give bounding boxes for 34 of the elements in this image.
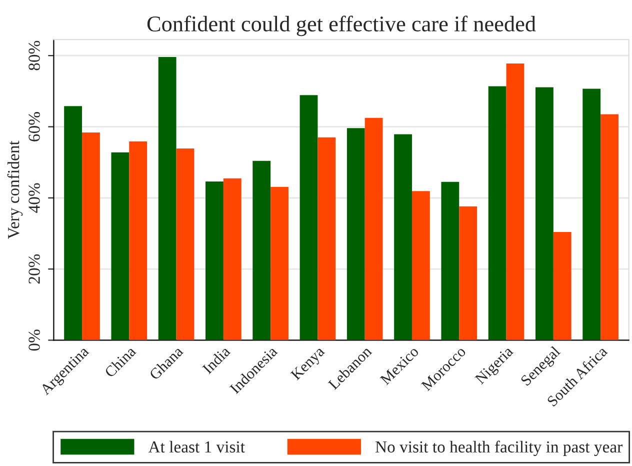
y-tick-label: 60% bbox=[28, 112, 40, 142]
bar bbox=[300, 95, 318, 340]
bar bbox=[158, 57, 176, 340]
bar bbox=[270, 186, 288, 340]
bar bbox=[582, 88, 601, 340]
bar bbox=[488, 86, 506, 340]
bar bbox=[441, 182, 460, 340]
bar bbox=[553, 232, 572, 340]
bar bbox=[206, 182, 224, 340]
bar bbox=[600, 114, 618, 340]
y-axis-title: Very confident bbox=[7, 140, 23, 239]
bar bbox=[506, 63, 524, 340]
x-tick-label: India bbox=[202, 345, 231, 374]
bar bbox=[64, 106, 82, 340]
bar bbox=[318, 137, 336, 340]
bar bbox=[129, 141, 148, 340]
legend-label: No visit to health facility in past year bbox=[375, 440, 622, 456]
bar bbox=[111, 152, 130, 340]
bar bbox=[223, 178, 242, 340]
bar bbox=[346, 128, 365, 340]
bar bbox=[394, 134, 412, 340]
bar bbox=[176, 148, 194, 340]
chart-title: Confident could get effective care if needed bbox=[147, 16, 536, 36]
bar bbox=[412, 191, 430, 340]
bar bbox=[364, 118, 383, 340]
y-tick-label: 0% bbox=[28, 330, 40, 351]
y-tick-label: 80% bbox=[28, 40, 40, 70]
bar bbox=[82, 132, 100, 340]
legend-label: At least 1 visit bbox=[148, 440, 245, 453]
y-tick-label: 20% bbox=[28, 254, 40, 284]
y-tick-label: 40% bbox=[28, 183, 40, 213]
bar bbox=[536, 87, 554, 340]
bar bbox=[252, 160, 271, 340]
bar bbox=[459, 206, 478, 340]
